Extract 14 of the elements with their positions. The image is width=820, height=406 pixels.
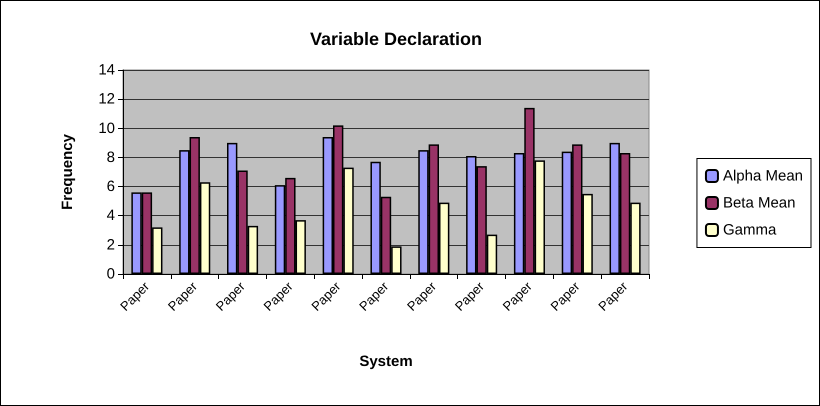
legend-label: Alpha Mean [722,168,804,184]
y-tick-label: 6 [106,178,115,196]
x-axis-title: System [359,353,413,370]
y-axis-title: Frequency [59,133,76,210]
y-tick-label: 4 [106,207,115,224]
y-tick-label: 10 [98,120,115,137]
legend-label: Gamma [722,222,777,238]
y-tick-label: 8 [106,148,115,166]
chart-title: Variable Declaration [310,29,482,49]
legend-label: Beta Mean [722,194,796,212]
y-tick-label: 0 [106,266,115,282]
y-tick-label: 2 [106,236,115,254]
y-tick-label: 12 [98,90,115,108]
y-tick-label: 14 [98,62,115,78]
